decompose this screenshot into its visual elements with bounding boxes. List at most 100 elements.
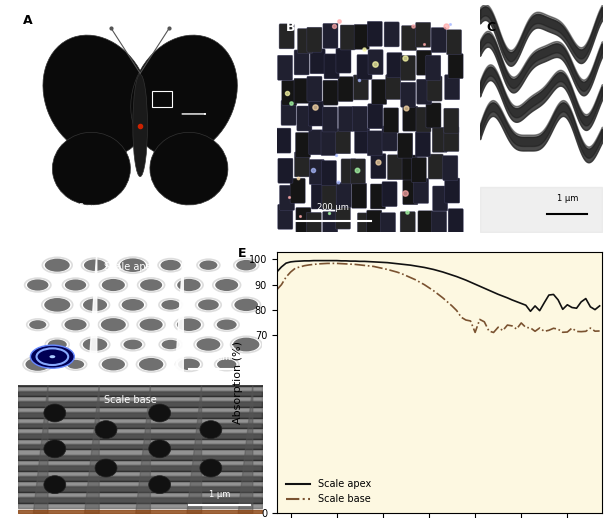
Scale apex: [596, 303, 603, 309]
Ellipse shape: [52, 132, 130, 205]
FancyBboxPatch shape: [336, 48, 351, 73]
FancyBboxPatch shape: [306, 212, 322, 237]
FancyBboxPatch shape: [433, 186, 447, 211]
FancyBboxPatch shape: [418, 211, 433, 236]
FancyBboxPatch shape: [444, 75, 460, 100]
FancyBboxPatch shape: [387, 155, 402, 180]
FancyBboxPatch shape: [444, 108, 459, 133]
FancyBboxPatch shape: [308, 101, 323, 126]
Line: Scale apex: Scale apex: [277, 261, 599, 311]
Ellipse shape: [200, 459, 222, 477]
FancyBboxPatch shape: [336, 204, 350, 229]
FancyBboxPatch shape: [413, 178, 429, 204]
FancyBboxPatch shape: [368, 104, 383, 129]
FancyBboxPatch shape: [400, 212, 415, 237]
FancyBboxPatch shape: [367, 21, 382, 46]
FancyBboxPatch shape: [309, 130, 324, 155]
FancyBboxPatch shape: [278, 204, 293, 229]
Scale base: [282, 274, 289, 280]
Scale base: [573, 328, 580, 335]
Text: Scale base: Scale base: [103, 395, 156, 405]
Bar: [153, 92, 172, 107]
Circle shape: [235, 299, 258, 311]
Text: 200 μm: 200 μm: [317, 203, 349, 212]
FancyBboxPatch shape: [384, 22, 399, 47]
Text: 1 μm: 1 μm: [209, 353, 230, 362]
FancyBboxPatch shape: [322, 107, 337, 132]
Ellipse shape: [200, 421, 222, 439]
FancyBboxPatch shape: [427, 76, 442, 101]
Scale base: [273, 286, 280, 293]
Circle shape: [177, 279, 201, 291]
Circle shape: [198, 299, 219, 310]
FancyBboxPatch shape: [371, 154, 386, 179]
FancyBboxPatch shape: [294, 78, 309, 103]
Text: 1 μm: 1 μm: [557, 194, 578, 203]
FancyBboxPatch shape: [340, 25, 355, 50]
FancyBboxPatch shape: [295, 133, 311, 157]
FancyBboxPatch shape: [448, 54, 463, 79]
Text: C: C: [486, 21, 496, 34]
Scale apex: [324, 257, 331, 264]
FancyBboxPatch shape: [336, 129, 351, 154]
Circle shape: [161, 260, 181, 270]
FancyBboxPatch shape: [416, 79, 432, 104]
FancyBboxPatch shape: [282, 80, 297, 105]
FancyBboxPatch shape: [339, 107, 353, 132]
Ellipse shape: [149, 440, 171, 458]
FancyBboxPatch shape: [280, 185, 295, 210]
FancyBboxPatch shape: [382, 182, 397, 207]
FancyBboxPatch shape: [444, 126, 459, 152]
Circle shape: [26, 358, 50, 371]
FancyBboxPatch shape: [444, 178, 460, 203]
FancyBboxPatch shape: [351, 183, 367, 208]
FancyBboxPatch shape: [322, 184, 337, 210]
FancyBboxPatch shape: [368, 50, 383, 75]
Ellipse shape: [44, 476, 66, 494]
Circle shape: [102, 358, 125, 370]
Ellipse shape: [95, 421, 117, 439]
FancyBboxPatch shape: [323, 212, 338, 237]
FancyBboxPatch shape: [443, 155, 458, 181]
Ellipse shape: [133, 75, 148, 177]
FancyBboxPatch shape: [358, 213, 373, 238]
FancyBboxPatch shape: [353, 75, 368, 100]
FancyBboxPatch shape: [338, 77, 353, 102]
FancyBboxPatch shape: [400, 55, 415, 80]
FancyBboxPatch shape: [403, 180, 418, 205]
Circle shape: [233, 338, 260, 351]
Circle shape: [30, 345, 74, 368]
FancyBboxPatch shape: [324, 54, 339, 79]
Scale apex: [310, 257, 317, 264]
Circle shape: [139, 358, 164, 371]
Circle shape: [83, 338, 107, 351]
Ellipse shape: [149, 476, 171, 494]
FancyBboxPatch shape: [310, 49, 325, 74]
Line: Scale base: Scale base: [277, 263, 599, 333]
FancyBboxPatch shape: [446, 30, 461, 55]
Scale apex: [573, 305, 580, 311]
Circle shape: [102, 279, 125, 291]
FancyBboxPatch shape: [323, 23, 338, 48]
FancyBboxPatch shape: [323, 80, 338, 105]
FancyBboxPatch shape: [354, 24, 369, 49]
FancyBboxPatch shape: [354, 128, 370, 153]
Scale base: [435, 291, 442, 297]
Scale apex: [471, 281, 478, 287]
Circle shape: [120, 258, 146, 272]
Circle shape: [140, 319, 162, 330]
FancyBboxPatch shape: [341, 159, 356, 184]
Scale apex: [587, 304, 594, 310]
Circle shape: [48, 339, 67, 350]
FancyBboxPatch shape: [416, 50, 432, 75]
FancyBboxPatch shape: [353, 106, 367, 131]
FancyBboxPatch shape: [401, 25, 416, 51]
Circle shape: [27, 279, 49, 291]
Circle shape: [67, 360, 84, 369]
Ellipse shape: [43, 35, 150, 157]
FancyBboxPatch shape: [278, 158, 293, 183]
Scale base: [324, 260, 331, 266]
FancyBboxPatch shape: [307, 27, 322, 52]
Scale apex: [435, 268, 442, 274]
Ellipse shape: [149, 404, 171, 422]
